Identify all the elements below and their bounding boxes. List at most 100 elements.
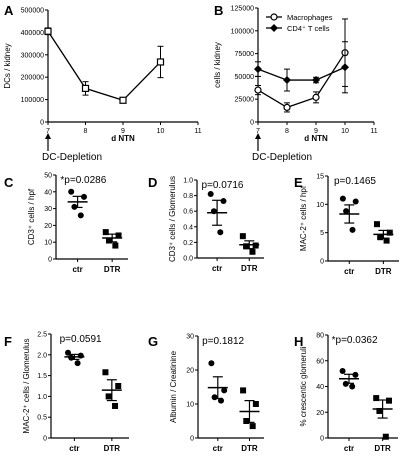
data-point bbox=[105, 237, 112, 244]
y-axis-label: DCs / kidney bbox=[3, 43, 12, 88]
data-point bbox=[220, 198, 227, 205]
p-value-label: p=0.0716 bbox=[201, 180, 243, 191]
data-point bbox=[44, 27, 52, 35]
y-tick-label: 0.8 bbox=[183, 193, 193, 200]
group-DTR bbox=[101, 369, 122, 409]
data-point bbox=[339, 195, 346, 202]
data-point bbox=[352, 198, 359, 205]
y-tick-label: 100000 bbox=[21, 97, 44, 104]
data-point bbox=[339, 368, 346, 375]
y-tick-label: 5 bbox=[320, 230, 324, 237]
data-point bbox=[210, 208, 217, 215]
group-ctr bbox=[207, 191, 228, 236]
panel-label: G bbox=[148, 334, 158, 349]
data-point bbox=[112, 242, 119, 249]
y-axis-label: CD3⁺ cells / hpf bbox=[27, 188, 36, 245]
group-DTR bbox=[102, 229, 123, 249]
panel-D: D 0.0 0.2 0.4 0.6 0.8 1.0 CD3⁺ cells / Glomerul… bbox=[148, 175, 264, 273]
data-point bbox=[249, 248, 256, 255]
y-tick-label: 400000 bbox=[21, 30, 44, 37]
x-tick-label: ctr bbox=[212, 264, 222, 273]
data-point bbox=[68, 188, 75, 195]
group-ctr bbox=[67, 188, 88, 219]
y-tick-label: 1.0 bbox=[37, 394, 47, 401]
y-tick-label: 75000 bbox=[235, 51, 255, 58]
data-point bbox=[74, 360, 81, 367]
y-tick-label: 0 bbox=[48, 257, 52, 264]
panel-label: F bbox=[4, 334, 12, 349]
data-point bbox=[68, 354, 75, 361]
x-tick-label: 8 bbox=[285, 128, 289, 135]
data-point bbox=[373, 221, 380, 228]
y-axis-label: CD3⁺ cells / Glomerulus bbox=[168, 176, 177, 262]
y-tick-label: 0 bbox=[43, 436, 47, 443]
data-point bbox=[312, 93, 320, 101]
y-axis-label: Albumin / Creatinine bbox=[169, 350, 178, 423]
y-tick-label: 10 bbox=[186, 402, 194, 409]
data-point bbox=[243, 243, 250, 250]
legend-label: CD4⁺ T cells bbox=[287, 24, 330, 33]
group-ctr bbox=[207, 360, 228, 404]
y-tick-label: 30 bbox=[44, 206, 52, 213]
data-point bbox=[254, 65, 262, 74]
depletion-arrow-head bbox=[45, 133, 51, 139]
series-0 bbox=[44, 27, 165, 104]
data-point bbox=[252, 401, 259, 407]
x-tick-label: ctr bbox=[344, 267, 354, 276]
panel-B: B 0 25000 50000 75000 100000 125000 cells / kid… bbox=[213, 3, 378, 163]
y-tick-label: 2.5 bbox=[37, 332, 47, 339]
y-tick-label: 10 bbox=[44, 240, 52, 247]
data-point bbox=[65, 349, 71, 356]
data-point bbox=[112, 402, 119, 409]
depletion-arrow-head bbox=[255, 133, 261, 139]
data-point bbox=[115, 383, 122, 389]
y-tick-label: 0.5 bbox=[37, 415, 47, 422]
x-axis-label: d NTN bbox=[304, 134, 328, 143]
data-point bbox=[376, 407, 383, 414]
data-point bbox=[239, 233, 246, 240]
p-value-label: p=0.1465 bbox=[334, 176, 376, 187]
data-point bbox=[77, 212, 84, 219]
panel-C: C 0 10 20 30 40 50 CD3⁺ cells / hpf ctr DTR *p=0.0… bbox=[4, 173, 128, 274]
y-tick-label: 500000 bbox=[21, 8, 44, 15]
group-DTR bbox=[372, 395, 393, 440]
y-axis-label: MAC-2⁺ cells / hpf bbox=[299, 185, 308, 251]
y-axis-label: MAC-2⁺ cells / Glomerulus bbox=[22, 339, 31, 434]
y-tick-label: 0 bbox=[190, 436, 194, 443]
data-point bbox=[342, 380, 349, 387]
y-tick-label: 25000 bbox=[235, 97, 255, 104]
data-point bbox=[341, 63, 349, 72]
y-tick-label: 40 bbox=[316, 384, 324, 391]
data-point bbox=[102, 229, 109, 236]
y-tick-label: 20 bbox=[186, 368, 194, 375]
data-point bbox=[217, 229, 224, 236]
x-tick-label: 9 bbox=[314, 128, 318, 135]
y-tick-label: 20 bbox=[44, 223, 52, 230]
y-tick-label: 60 bbox=[316, 358, 324, 365]
panel-H: H 0 20 40 60 80 % crescentic glomeruli ctr DTR *p… bbox=[294, 333, 398, 453]
panel-label: E bbox=[294, 175, 303, 190]
x-tick-label: ctr bbox=[69, 444, 79, 453]
data-point bbox=[115, 232, 122, 239]
data-point bbox=[208, 360, 215, 367]
data-point bbox=[243, 418, 250, 424]
y-tick-label: 30 bbox=[186, 334, 194, 341]
y-tick-label: 200000 bbox=[21, 75, 44, 82]
data-point bbox=[249, 423, 256, 430]
x-tick-label: 10 bbox=[341, 128, 349, 135]
data-point bbox=[254, 86, 262, 94]
data-point bbox=[382, 433, 389, 440]
y-tick-label: 0.0 bbox=[183, 256, 193, 263]
x-tick-label: 7 bbox=[256, 128, 260, 135]
data-point bbox=[211, 394, 218, 401]
data-point bbox=[283, 76, 291, 85]
y-tick-label: 80 bbox=[316, 333, 324, 340]
x-tick-label: 9 bbox=[121, 128, 125, 135]
y-tick-label: 125000 bbox=[231, 6, 254, 13]
legend-marker bbox=[270, 13, 278, 21]
data-point bbox=[349, 383, 356, 390]
x-axis-label: d NTN bbox=[111, 134, 135, 143]
data-point bbox=[383, 237, 390, 244]
data-point bbox=[283, 103, 291, 112]
data-point bbox=[218, 397, 224, 404]
